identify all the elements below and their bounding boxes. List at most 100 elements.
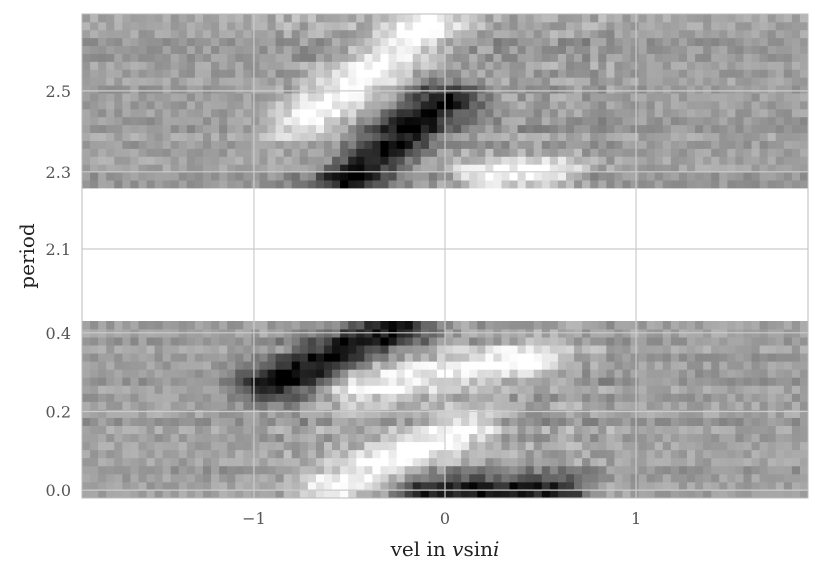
heatmap-cell — [396, 457, 406, 467]
heatmap-cell — [574, 401, 583, 410]
heatmap-cell — [646, 21, 656, 31]
heatmap-cell — [566, 321, 575, 330]
heatmap-cell — [662, 473, 672, 483]
heatmap-cell — [687, 377, 696, 386]
heatmap-cell — [130, 449, 139, 459]
heatmap-cell — [106, 85, 115, 94]
heatmap-cell — [436, 140, 446, 149]
heatmap-cell — [582, 441, 591, 451]
heatmap-cell — [122, 441, 131, 451]
heatmap-cell — [606, 417, 615, 426]
heatmap-cell — [235, 369, 244, 378]
heatmap-cell — [194, 69, 204, 78]
heatmap-cell — [186, 140, 196, 149]
heatmap-cell — [388, 465, 397, 475]
heatmap-cell — [251, 85, 260, 94]
heatmap-cell — [654, 53, 664, 62]
heatmap-cell — [477, 101, 486, 110]
heatmap-cell — [541, 156, 551, 165]
heatmap-cell — [178, 69, 188, 78]
heatmap-cell — [299, 124, 309, 134]
heatmap-cell — [138, 441, 147, 451]
heatmap-cell — [380, 69, 389, 78]
heatmap-cell — [388, 116, 397, 126]
heatmap-cell — [436, 124, 446, 134]
heatmap-cell — [194, 14, 204, 23]
heatmap-cell — [670, 93, 680, 102]
heatmap-cell — [356, 101, 365, 110]
heatmap-cell — [348, 345, 357, 354]
heatmap-cell — [291, 21, 301, 31]
heatmap-cell — [727, 172, 736, 181]
heatmap-cell — [259, 441, 268, 451]
heatmap-cell — [82, 14, 91, 23]
heatmap-cell — [574, 172, 583, 181]
heatmap-cell — [703, 361, 712, 370]
heatmap-cell — [654, 345, 664, 354]
heatmap-cell — [372, 61, 381, 70]
heatmap-cell — [396, 132, 406, 141]
heatmap-cell — [654, 457, 664, 467]
heatmap-cell — [203, 401, 212, 410]
heatmap-cell — [703, 14, 712, 23]
heatmap-cell — [445, 116, 454, 126]
heatmap-cell — [598, 93, 607, 102]
heatmap-cell — [98, 148, 107, 157]
heatmap-cell — [469, 393, 478, 402]
heatmap-cell — [436, 132, 446, 141]
heatmap-cell — [436, 101, 446, 110]
heatmap-cell — [203, 353, 212, 362]
heatmap-cell — [598, 37, 607, 47]
heatmap-cell — [541, 124, 551, 134]
heatmap-cell — [695, 180, 704, 189]
heatmap-cell — [194, 417, 204, 426]
heatmap-cell — [98, 172, 107, 181]
heatmap-cell — [90, 148, 99, 157]
heatmap-cell — [791, 156, 801, 165]
heatmap-cell — [388, 77, 397, 86]
heatmap-cell — [211, 465, 220, 475]
heatmap-cell — [267, 77, 276, 86]
heatmap-cell — [727, 53, 736, 62]
heatmap-cell — [291, 433, 301, 443]
heatmap-cell — [372, 465, 381, 475]
heatmap-cell — [332, 101, 341, 110]
heatmap-cell — [711, 425, 720, 435]
heatmap-cell — [566, 473, 575, 483]
heatmap-cell — [106, 45, 115, 54]
heatmap-cell — [259, 385, 268, 394]
heatmap-cell — [170, 14, 180, 23]
heatmap-cell — [743, 417, 752, 426]
heatmap-cell — [509, 61, 518, 70]
heatmap-cell — [138, 353, 147, 362]
heatmap-cell — [203, 417, 212, 426]
heatmap-cell — [678, 345, 688, 354]
heatmap-cell — [477, 337, 486, 346]
heatmap-cell — [695, 69, 704, 78]
heatmap-cell — [203, 441, 212, 451]
heatmap-cell — [275, 417, 285, 426]
heatmap-cell — [767, 116, 777, 126]
heatmap-cell — [396, 481, 406, 491]
heatmap-cell — [356, 85, 365, 94]
heatmap-cell — [98, 37, 107, 47]
heatmap-cell — [525, 69, 535, 78]
heatmap-cell — [493, 156, 502, 165]
heatmap-cell — [315, 345, 325, 354]
heatmap-cell — [574, 14, 583, 23]
heatmap-cell — [162, 393, 172, 402]
heatmap-cell — [307, 369, 317, 378]
heatmap-cell — [412, 85, 422, 94]
heatmap-cell — [412, 29, 422, 39]
heatmap-cell — [146, 369, 155, 378]
heatmap-cell — [711, 337, 720, 346]
heatmap-cell — [404, 69, 414, 78]
heatmap-cell — [783, 369, 793, 378]
heatmap-cell — [606, 449, 615, 459]
heatmap-cell — [711, 489, 720, 499]
heatmap-cell — [453, 101, 462, 110]
heatmap-cell — [251, 473, 260, 483]
heatmap-cell — [106, 473, 115, 483]
heatmap-cell — [283, 489, 293, 499]
heatmap-cell — [235, 45, 244, 54]
